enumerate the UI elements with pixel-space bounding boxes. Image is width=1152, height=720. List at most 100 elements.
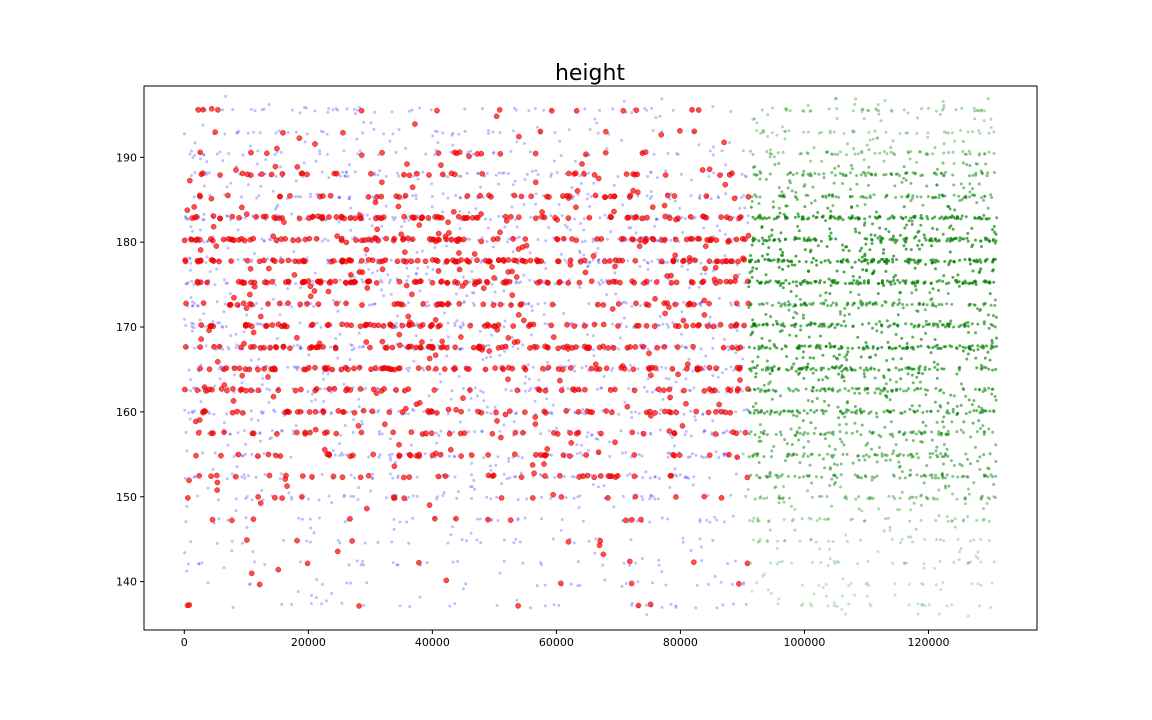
green-point xyxy=(828,547,832,551)
green-point xyxy=(898,290,902,294)
red-point xyxy=(484,279,491,286)
red-point xyxy=(666,386,673,393)
red-point xyxy=(405,313,412,320)
blue-point xyxy=(680,310,684,314)
green-point xyxy=(851,324,855,328)
red-point xyxy=(419,431,426,437)
green-point xyxy=(793,325,797,329)
green-point xyxy=(784,368,788,372)
blue-point xyxy=(377,455,381,459)
green-point xyxy=(912,367,916,371)
red-point xyxy=(220,236,227,243)
blue-point xyxy=(420,249,424,253)
green-point xyxy=(945,604,949,608)
blue-point xyxy=(587,264,591,268)
blue-point xyxy=(500,482,504,486)
red-point xyxy=(444,258,450,264)
red-point xyxy=(723,278,730,285)
blue-point xyxy=(527,377,531,381)
blue-point xyxy=(296,590,300,594)
green-point xyxy=(901,217,905,221)
blue-point xyxy=(456,559,460,563)
red-point xyxy=(426,502,433,508)
green-point xyxy=(867,584,871,588)
green-point xyxy=(862,372,866,376)
blue-point xyxy=(407,541,411,545)
green-point xyxy=(871,496,875,500)
blue-point xyxy=(686,268,690,272)
green-point xyxy=(845,353,849,357)
blue-point xyxy=(190,300,194,304)
green-point xyxy=(786,259,790,263)
blue-point xyxy=(443,311,447,315)
green-point xyxy=(809,537,813,541)
green-point xyxy=(905,342,909,346)
red-point xyxy=(706,364,713,371)
blue-point xyxy=(621,203,625,207)
blue-point xyxy=(322,399,326,403)
blue-point xyxy=(715,518,719,522)
green-point xyxy=(786,409,790,413)
blue-point xyxy=(299,346,303,350)
blue-point xyxy=(350,343,354,347)
red-point xyxy=(272,494,278,501)
green-point xyxy=(845,452,849,456)
green-point xyxy=(856,562,860,566)
red-point xyxy=(255,366,261,373)
green-point xyxy=(893,238,897,242)
green-point xyxy=(875,329,879,333)
red-point xyxy=(733,300,740,307)
blue-point xyxy=(441,494,445,498)
red-point xyxy=(485,452,491,458)
green-point xyxy=(876,346,880,350)
red-point xyxy=(458,257,464,263)
green-point xyxy=(902,346,906,350)
red-point xyxy=(610,345,617,351)
red-point xyxy=(495,345,502,351)
blue-point xyxy=(466,237,470,241)
red-point xyxy=(217,215,224,222)
blue-point xyxy=(280,602,284,606)
red-point xyxy=(630,236,637,243)
blue-point xyxy=(578,583,582,587)
green-point xyxy=(864,443,868,447)
blue-point xyxy=(201,451,205,455)
blue-point xyxy=(523,381,527,385)
red-point xyxy=(548,322,555,329)
blue-point xyxy=(710,431,714,435)
blue-point xyxy=(223,302,227,306)
blue-point xyxy=(469,531,473,535)
blue-point xyxy=(600,386,604,390)
green-point xyxy=(780,347,784,351)
green-point xyxy=(937,612,941,616)
green-point xyxy=(781,496,785,500)
red-point xyxy=(701,312,708,318)
green-point xyxy=(781,251,785,255)
blue-point xyxy=(553,476,557,480)
red-point xyxy=(695,322,701,329)
blue-point xyxy=(630,601,634,605)
blue-point xyxy=(687,388,691,392)
red-point xyxy=(550,491,556,498)
blue-point xyxy=(435,495,439,499)
green-point xyxy=(919,337,923,341)
green-point xyxy=(942,455,946,459)
green-point xyxy=(801,280,805,284)
green-point xyxy=(792,413,796,417)
blue-point xyxy=(669,602,673,606)
red-point xyxy=(573,204,579,210)
blue-point xyxy=(377,429,381,433)
green-point xyxy=(967,492,971,496)
green-point xyxy=(809,602,813,606)
red-point xyxy=(627,344,633,350)
red-point xyxy=(700,278,707,285)
blue-point xyxy=(429,338,433,342)
green-point xyxy=(940,303,944,307)
blue-point xyxy=(692,475,696,479)
blue-point xyxy=(236,431,240,435)
green-point xyxy=(853,473,857,477)
red-point xyxy=(332,345,339,352)
green-point xyxy=(798,411,802,415)
blue-point xyxy=(458,420,462,424)
green-point xyxy=(799,604,803,608)
